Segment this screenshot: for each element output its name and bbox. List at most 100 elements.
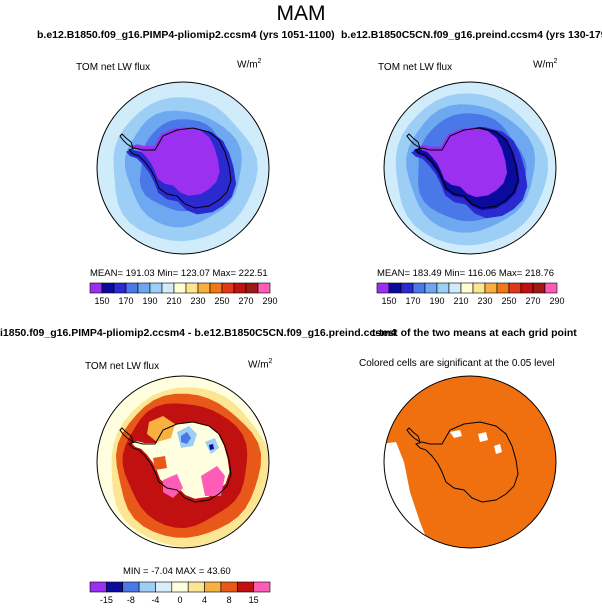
panel-1-colorbar-box <box>221 282 235 294</box>
panel-1-colorbar-tick-label: 150 <box>94 296 109 306</box>
panel-2-colorbar-tick-label: 270 <box>525 296 540 306</box>
panel-1-polar-map <box>96 81 270 255</box>
panel-3-colorbar: -15 -8 -4 0 4 8 15 <box>89 581 271 605</box>
panel-3-colorbar-tick-label: -15 <box>100 595 113 605</box>
panel-3-patch-a <box>147 416 175 442</box>
panel-2-colorbar-tick-label: 210 <box>453 296 468 306</box>
panel-3-stats: MIN = -7.04 MAX = 43.60 <box>123 566 231 577</box>
panel-2-colorbar-box <box>472 282 486 294</box>
panel-3-colorbar-tick-label: 8 <box>227 595 232 605</box>
panel-1-colorbar-box <box>245 282 259 294</box>
panel-1-band-min <box>131 127 220 196</box>
panel-3-peninsula <box>119 427 134 444</box>
panel-3-colorbar-box <box>187 581 205 593</box>
panel-3-colorbar-tick-label: -4 <box>151 595 159 605</box>
panel-2-polar-map <box>383 81 557 255</box>
panel-4-peninsula <box>406 427 421 444</box>
panel-2-peninsula <box>406 133 421 150</box>
panel-4-field <box>384 376 556 548</box>
panel-1-colorbar-tick-label: 230 <box>190 296 205 306</box>
panel-3-colorbar-box <box>122 581 140 593</box>
panel-1-colorbar-box <box>137 282 151 294</box>
panel-4-insig-a <box>450 430 462 438</box>
panel-2-colorbar-tick-label: 230 <box>477 296 492 306</box>
panel-2-colorbar-box <box>520 282 534 294</box>
panel-1-variable-label: TOM net LW flux <box>76 62 151 73</box>
panel-1-colorbar-box <box>125 282 139 294</box>
panel-3-colorbar-box <box>171 581 189 593</box>
panel-2-colorbar-box <box>484 282 498 294</box>
panel-2-stats: MEAN= 183.49 Min= 116.06 Max= 218.76 <box>377 268 555 279</box>
panel-3-patch-f <box>201 466 225 496</box>
panel-1-colorbar-box <box>233 282 247 294</box>
panel-1-colorbar-tick-label: 250 <box>214 296 229 306</box>
panel-2-colorbar-box <box>460 282 474 294</box>
panel-1-colorbar: 150 170 190 210 230 250 270 290 <box>89 282 278 306</box>
panel-2-colorbar-box <box>532 282 546 294</box>
panel-1-field <box>97 82 269 254</box>
figure-title: MAM <box>276 2 326 25</box>
panel-2-colorbar: 150 170 190 210 230 250 270 290 <box>376 282 565 306</box>
panel-4-map-border <box>383 375 557 549</box>
panel-2-coastline <box>415 127 519 209</box>
panel-3-colorbar-box <box>204 581 222 593</box>
panel-1-colorbar-box <box>173 282 187 294</box>
panel-3-coastline <box>128 421 232 503</box>
panel-3-polar-map <box>96 375 270 549</box>
panel-2-colorbar-tick-label: 170 <box>405 296 420 306</box>
panel-3-patch-e <box>209 444 214 450</box>
panel-4-polar-map <box>383 375 557 549</box>
panel-4-significant-area <box>384 376 556 548</box>
panel-3-colorbar-box <box>236 581 254 593</box>
panel-2-colorbar-tick-label: 250 <box>501 296 516 306</box>
panel-1-colorbar-box <box>113 282 127 294</box>
panel-3-colorbar-tick-label: 15 <box>249 595 259 605</box>
panel-1-stats: MEAN= 191.03 Min= 123.07 Max= 222.51 <box>90 268 268 279</box>
panel-1-case-title: b.e12.B1850.f09_g16.PIMP4-pliomip2.ccsm4… <box>37 29 335 41</box>
panel-1-colorbar-tick-label: 190 <box>142 296 157 306</box>
panel-1-colorbar-tick-label: 210 <box>166 296 181 306</box>
panel-2-colorbar-box <box>496 282 510 294</box>
panel-3-map-border <box>96 375 270 549</box>
panel-3-patch-c <box>181 432 191 444</box>
panel-3-colorbar-box <box>253 581 271 593</box>
panel-3-colorbar-box <box>106 581 124 593</box>
panel-3-colorbar-box <box>89 581 107 593</box>
panel-1-colorbar-tick-label: 270 <box>238 296 253 306</box>
panel-1-colorbar-box <box>197 282 211 294</box>
panel-3-colorbar-tick-label: 4 <box>202 595 207 605</box>
panel-2-colorbar-box <box>448 282 462 294</box>
panel-2-colorbar-box <box>508 282 522 294</box>
panel-2-variable-label: TOM net LW flux <box>378 62 453 73</box>
panel-3-colorbar-box <box>220 581 238 593</box>
panel-2-units: W/m2 <box>533 58 558 71</box>
panel-4-variable-label: Colored cells are significant at the 0.0… <box>359 358 555 369</box>
panel-1-units: W/m2 <box>237 58 262 71</box>
panel-2-map-border <box>383 81 557 255</box>
panel-2-case-title: b.e12.B1850C5CN.f09_g16.preind.ccsm4 (yr… <box>341 29 602 41</box>
panel-4-case-title: t-test of the two means at each grid poi… <box>372 327 577 339</box>
panel-1-peninsula <box>119 133 134 150</box>
panel-2-colorbar-box <box>424 282 438 294</box>
panel-3-patch-g <box>163 474 183 498</box>
panel-3-patch-h <box>153 456 167 470</box>
panel-3-field <box>97 376 269 548</box>
panel-2-colorbar-tick-label: 190 <box>429 296 444 306</box>
panel-1-coastline <box>128 127 232 209</box>
panel-2-colorbar-box <box>400 282 414 294</box>
panel-2-colorbar-tick-label: 150 <box>381 296 396 306</box>
panel-3-variable-label: TOM net LW flux <box>85 361 160 372</box>
panel-4-insig-c <box>494 444 502 454</box>
panel-2-colorbar-box <box>436 282 450 294</box>
panel-1-colorbar-box <box>89 282 103 294</box>
panel-1-colorbar-tick-label: 170 <box>118 296 133 306</box>
panel-3-colorbar-tick-label: 0 <box>177 595 182 605</box>
panel-1-colorbar-box <box>161 282 175 294</box>
panel-2-band-min <box>418 127 508 198</box>
panel-2-colorbar-box <box>412 282 426 294</box>
panel-2-colorbar-tick-label: 290 <box>549 296 564 306</box>
panel-2-colorbar-box <box>376 282 390 294</box>
panel-1-colorbar-box <box>185 282 199 294</box>
panel-1-colorbar-tick-label: 290 <box>262 296 277 306</box>
panel-1-colorbar-box <box>257 282 271 294</box>
